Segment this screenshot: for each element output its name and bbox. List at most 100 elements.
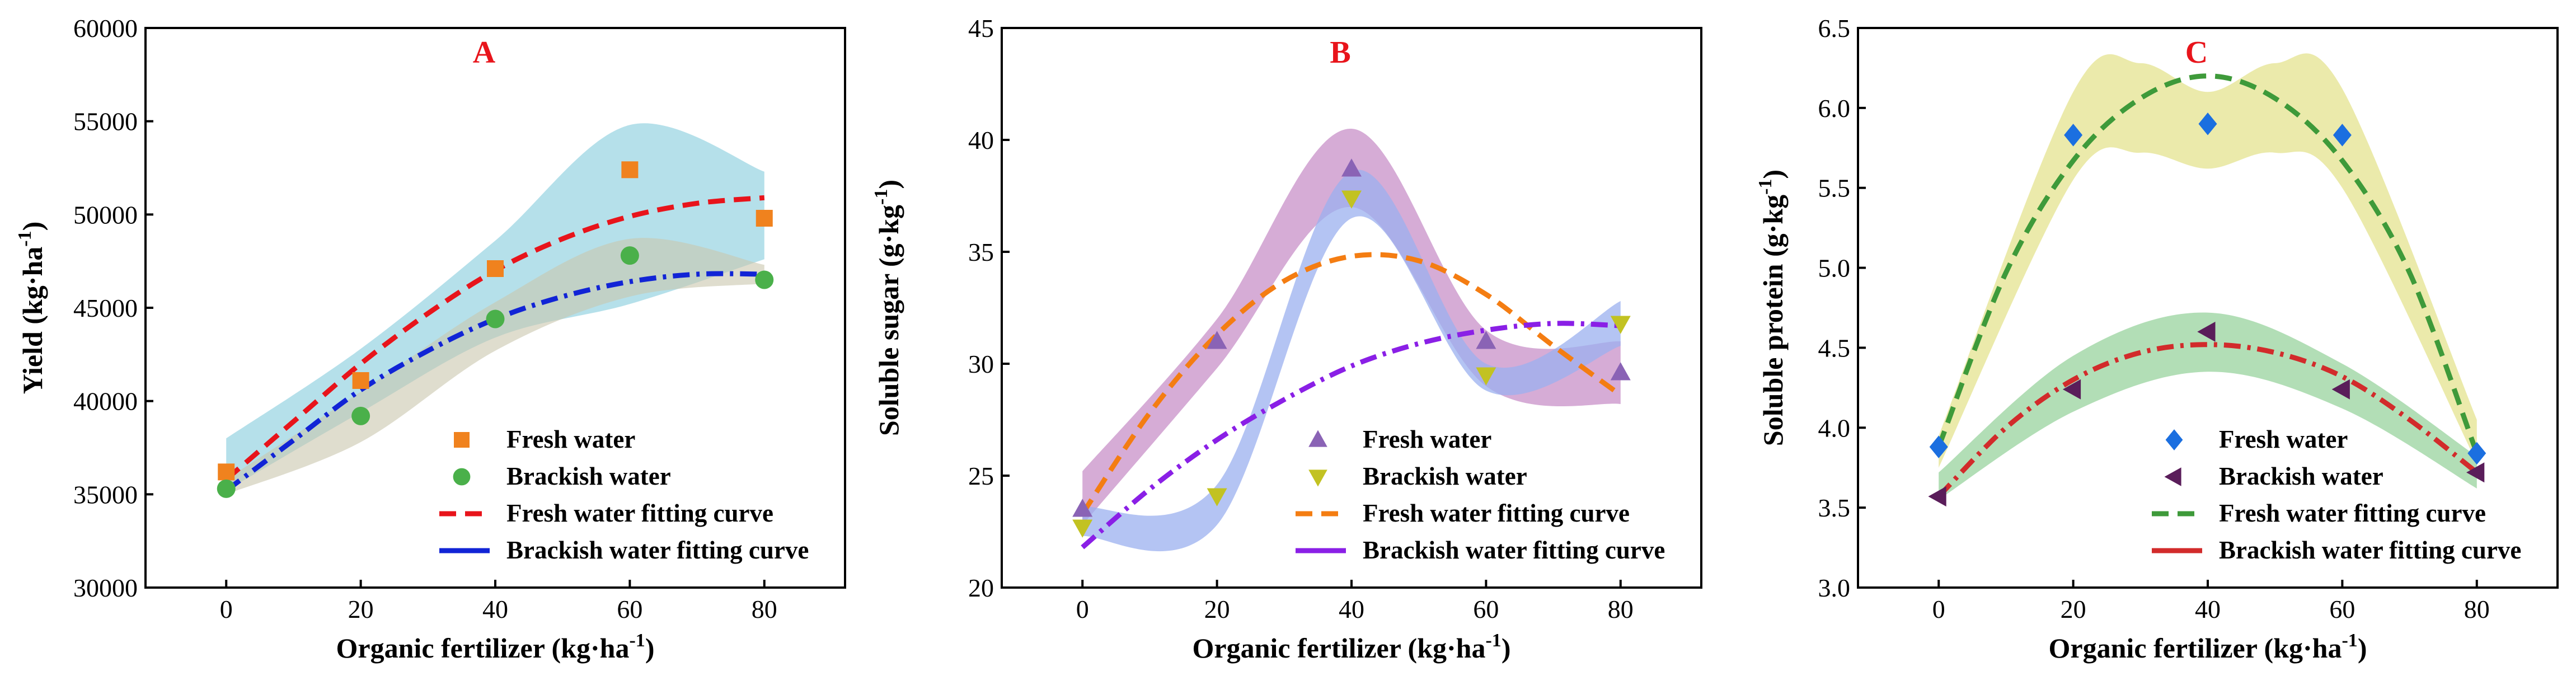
y-tick-label: 5.0	[1818, 254, 1851, 283]
x-tick-label: 40	[482, 595, 508, 623]
data-point-fresh-1	[352, 372, 369, 389]
panel-letter: B	[1330, 35, 1350, 70]
data-point-brackish-0	[1072, 519, 1093, 538]
data-point-brackish-2	[2197, 321, 2216, 342]
legend-label: Fresh water fitting curve	[1363, 499, 1630, 527]
data-point-fresh-0	[1072, 499, 1093, 517]
chart-panel-b: 0 20 40 60 80 20 25 30 35 40 45 Organic fertilizer …	[871, 14, 1702, 664]
x-axis-label: Organic fertilizer (kg·ha-1)	[1193, 630, 1511, 664]
y-tick-label: 45	[968, 14, 994, 43]
data-point-fresh-4	[2467, 442, 2486, 465]
x-tick-label: 20	[1204, 595, 1230, 623]
data-point-brackish-0	[1928, 486, 1946, 507]
chart-panel-a: 0 20 40 60 80 30000 35000 40000 45000 50000 55000 6…	[15, 14, 846, 664]
y-tick-label: 40000	[73, 387, 138, 416]
data-point-fresh-0	[1929, 435, 1948, 458]
legend-label: Fresh water	[506, 425, 635, 453]
data-point-fresh-3	[621, 161, 639, 179]
y-axis-label: Yield (kg·ha-1)	[15, 222, 48, 394]
legend-marker-fresh	[1308, 430, 1327, 447]
data-point-brackish-3	[1476, 367, 1496, 386]
data-point-brackish-4	[755, 270, 774, 289]
x-tick-label: 0	[1076, 595, 1089, 623]
y-tick-label: 50000	[73, 200, 138, 229]
confidence-band-2	[1939, 312, 2477, 500]
legend-marker-brackish	[453, 468, 471, 486]
y-tick-label: 4.5	[1818, 334, 1851, 362]
legend-label: Fresh water fitting curve	[2219, 499, 2486, 527]
confidence-band-2	[226, 238, 764, 495]
x-tick-label: 60	[1473, 595, 1499, 623]
x-tick-label: 0	[220, 595, 233, 623]
y-tick-label: 35	[968, 238, 994, 266]
y-tick-label: 30	[968, 350, 994, 378]
y-axis-label: Soluble protein (g·kg-1)	[1755, 170, 1789, 446]
y-tick-label: 3.5	[1818, 494, 1851, 522]
y-tick-label: 3.0	[1818, 574, 1851, 602]
y-tick-label: 4.0	[1818, 414, 1851, 442]
y-tick-label: 20	[968, 574, 994, 602]
x-tick-label: 20	[348, 595, 374, 623]
panel-letter: A	[473, 35, 496, 70]
data-point-fresh-1	[2064, 124, 2083, 147]
y-tick-label: 5.5	[1818, 174, 1851, 203]
x-tick-label: 0	[1932, 595, 1945, 623]
x-tick-label: 60	[617, 595, 642, 623]
x-tick-label: 40	[1339, 595, 1364, 623]
legend-marker-brackish	[1308, 470, 1327, 487]
fitting-curve-fresh	[1080, 252, 1622, 515]
data-point-fresh-3	[1476, 331, 1496, 349]
plot-area	[224, 123, 765, 495]
x-tick-label: 40	[2195, 595, 2221, 623]
y-tick-label: 6.0	[1818, 94, 1851, 123]
legend-label: Brackish water	[2219, 462, 2383, 490]
y-tick-label: 25	[968, 462, 994, 490]
data-point-brackish-3	[2331, 379, 2350, 400]
data-point-brackish-1	[351, 406, 370, 425]
legend-marker-brackish	[2164, 467, 2181, 486]
legend-label: Brackish water fitting curve	[506, 536, 809, 564]
data-point-brackish-2	[486, 309, 505, 328]
data-point-brackish-4	[1610, 316, 1631, 334]
data-point-brackish-3	[620, 246, 639, 265]
data-point-fresh-2	[2198, 112, 2217, 135]
y-tick-label: 35000	[73, 480, 138, 509]
data-point-fresh-3	[2333, 124, 2352, 147]
data-point-fresh-0	[218, 463, 235, 481]
legend-label: Brackish water fitting curve	[1363, 536, 1665, 564]
data-point-brackish-0	[217, 479, 236, 498]
x-tick-label: 80	[752, 595, 777, 623]
x-tick-label: 60	[2329, 595, 2355, 623]
legend-label: Brackish water	[1363, 462, 1527, 490]
y-tick-label: 45000	[73, 294, 138, 322]
data-point-fresh-4	[756, 210, 773, 227]
data-point-brackish-1	[1207, 488, 1227, 506]
legend-label: Fresh water	[1363, 425, 1491, 453]
x-tick-label: 20	[2061, 595, 2086, 623]
data-point-brackish-4	[2466, 462, 2485, 483]
confidence-band-2	[1082, 170, 1621, 552]
data-point-brackish-2	[1341, 190, 1362, 209]
legend-label: Brackish water	[506, 462, 671, 490]
y-tick-label: 6.5	[1818, 14, 1851, 43]
y-tick-label: 40	[968, 126, 994, 154]
panel-letter: C	[2185, 35, 2208, 70]
data-point-fresh-1	[1207, 331, 1227, 349]
x-axis-label: Organic fertilizer (kg·ha-1)	[336, 630, 655, 664]
plot-area	[1936, 53, 2480, 500]
fitting-curve-brackish	[1081, 321, 1621, 550]
y-tick-label: 30000	[73, 574, 138, 602]
x-axis-label: Organic fertilizer (kg·ha-1)	[2049, 630, 2367, 664]
legend-marker-fresh	[454, 432, 470, 448]
legend-label: Fresh water fitting curve	[506, 499, 773, 527]
data-point-brackish-1	[2062, 379, 2081, 400]
data-point-fresh-2	[1341, 158, 1362, 177]
fitting-curve-fresh	[1936, 73, 2480, 454]
legend-label: Fresh water	[2219, 425, 2348, 453]
legend-marker-fresh	[2165, 429, 2183, 450]
legend-label: Brackish water fitting curve	[2219, 536, 2521, 564]
x-tick-label: 80	[1608, 595, 1634, 623]
y-tick-label: 55000	[73, 107, 138, 136]
data-point-fresh-2	[487, 260, 504, 277]
